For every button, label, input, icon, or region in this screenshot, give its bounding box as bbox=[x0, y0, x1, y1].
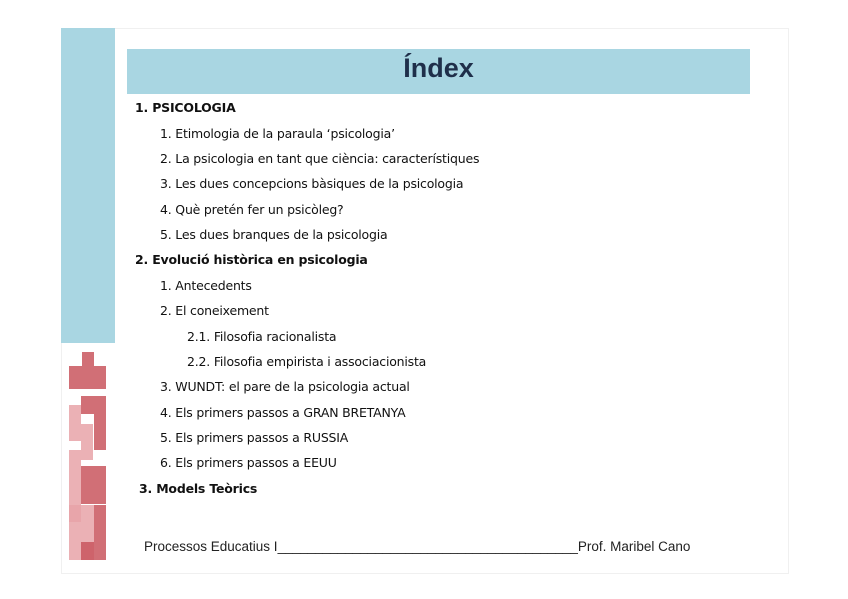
index-item: 4. Què pretén fer un psicòleg? bbox=[160, 202, 344, 217]
index-item: 5. Els primers passos a RUSSIA bbox=[160, 430, 349, 445]
index-item: 6. Els primers passos a EEUU bbox=[160, 455, 337, 470]
index-item: 5. Les dues branques de la psicologia bbox=[160, 227, 388, 242]
section-heading: 3. Models Teòrics bbox=[139, 481, 258, 496]
sidebar-band bbox=[61, 28, 115, 343]
index-item: 2. El coneixement bbox=[160, 303, 269, 318]
index-item: 2.1. Filosofia racionalista bbox=[187, 329, 337, 344]
index-item: 4. Els primers passos a GRAN BRETANYA bbox=[160, 405, 406, 420]
index-item: 3. WUNDT: el pare de la psicologia actua… bbox=[160, 379, 410, 394]
index-item: 1. Antecedents bbox=[160, 278, 252, 293]
index-item: 2.2. Filosofia empirista i associacionis… bbox=[187, 354, 427, 369]
title-band: Índex bbox=[127, 49, 750, 94]
page-title: Índex bbox=[403, 53, 474, 83]
section-heading: 2. Evolució històrica en psicologia bbox=[135, 252, 368, 267]
index-item: 1. Etimologia de la paraula ‘psicologia’ bbox=[160, 126, 395, 141]
footer: Processos Educatius I___________________… bbox=[144, 539, 691, 554]
index-item: 2. La psicologia en tant que ciència: ca… bbox=[160, 151, 480, 166]
section-heading: 1. PSICOLOGIA bbox=[135, 100, 236, 115]
index-item: 3. Les dues concepcions bàsiques de la p… bbox=[160, 176, 464, 191]
